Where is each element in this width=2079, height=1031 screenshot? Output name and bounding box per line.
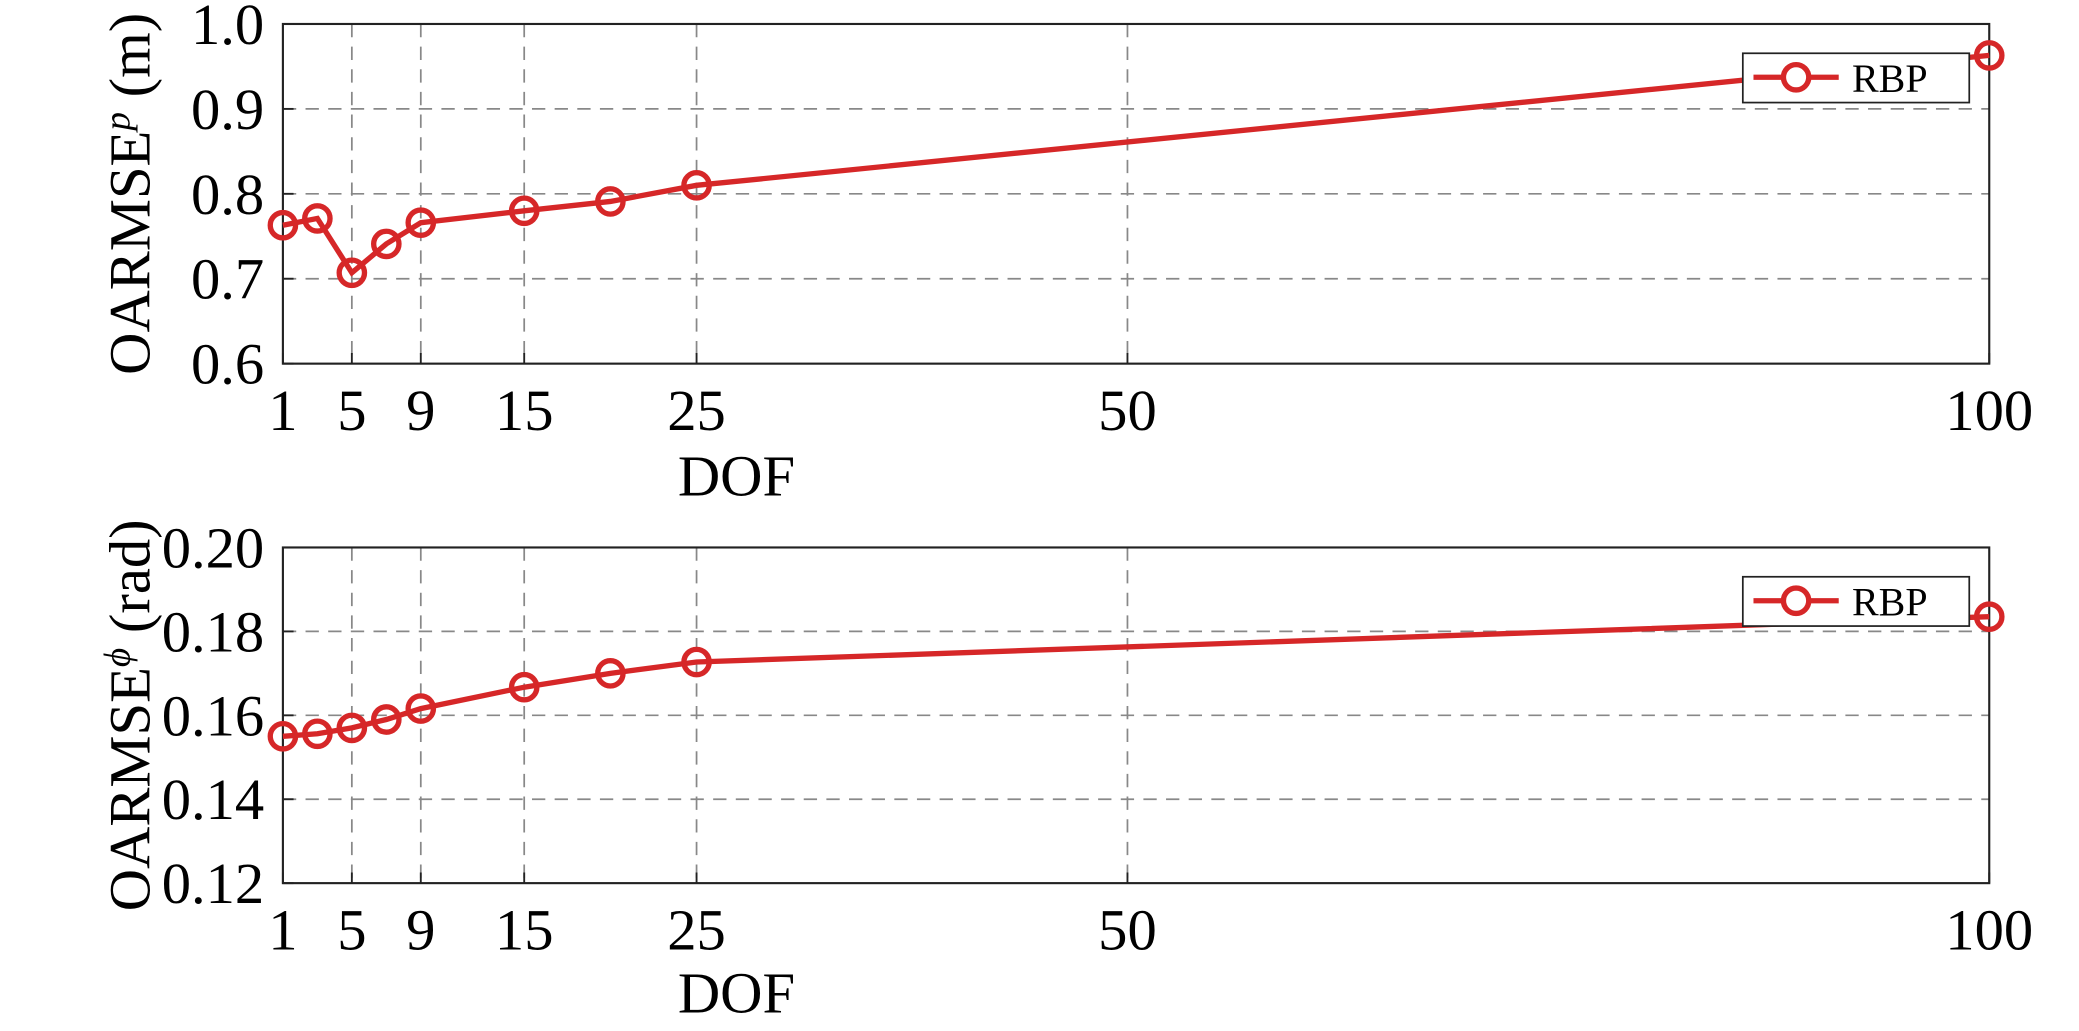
x-tick-label: 50 bbox=[1098, 898, 1157, 963]
legend-marker-swatch bbox=[1780, 585, 1812, 617]
x-tick-label: 9 bbox=[406, 898, 435, 963]
y-tick-label: 0.6 bbox=[191, 332, 264, 397]
legend-label: RBP bbox=[1852, 579, 1928, 624]
series-line bbox=[282, 614, 1990, 739]
x-tick-label: 15 bbox=[495, 378, 554, 443]
data-point bbox=[681, 646, 712, 678]
y-tick-label: 0.12 bbox=[162, 851, 265, 916]
data-point bbox=[681, 170, 712, 201]
x-tick-label: 1 bbox=[268, 898, 297, 963]
data-point bbox=[336, 257, 368, 289]
x-tick-label: 50 bbox=[1098, 378, 1157, 443]
y-tick-label: 0.16 bbox=[162, 683, 265, 748]
data-point bbox=[595, 186, 626, 217]
data-point bbox=[595, 658, 626, 689]
y-tick-label: 0.20 bbox=[162, 515, 265, 580]
y-axis-label-unit: (m) bbox=[98, 13, 163, 112]
y-tick-label: 0.14 bbox=[162, 767, 265, 832]
y-tick-label: 1.0 bbox=[191, 0, 264, 57]
y-axis-label-sup: ϕ bbox=[97, 648, 138, 667]
x-tick-label: 25 bbox=[667, 378, 726, 443]
y-axis-label: OARMSEϕ (rad) bbox=[97, 519, 163, 911]
x-tick-label: 5 bbox=[337, 898, 366, 963]
data-point bbox=[267, 720, 299, 752]
data-point bbox=[302, 203, 333, 234]
x-tick-label: 5 bbox=[337, 378, 366, 443]
data-point bbox=[508, 671, 540, 703]
legend-label: RBP bbox=[1852, 56, 1928, 101]
legend-marker-swatch bbox=[1780, 61, 1812, 93]
data-point bbox=[370, 704, 402, 735]
data-point bbox=[370, 228, 402, 260]
y-tick-label: 0.7 bbox=[191, 247, 264, 312]
chart-panel-2: 1 5 9 15 25 50 1000.120.140.160.180.20DOFOARMS… bbox=[97, 515, 2033, 1025]
data-point bbox=[1973, 601, 2005, 633]
x-axis-label: DOF bbox=[678, 960, 795, 1025]
y-tick-label: 0.9 bbox=[191, 77, 264, 142]
y-axis-label-unit: (rad) bbox=[98, 519, 163, 648]
data-point bbox=[267, 209, 299, 241]
legend: RBP bbox=[1741, 575, 1971, 627]
x-tick-label: 100 bbox=[1945, 378, 2033, 443]
legend: RBP bbox=[1741, 52, 1971, 104]
x-tick-label: 25 bbox=[667, 898, 726, 963]
y-tick-label: 0.8 bbox=[191, 162, 264, 227]
x-tick-label: 9 bbox=[406, 378, 435, 443]
y-axis-label-main: OARMSE bbox=[98, 131, 163, 375]
data-point bbox=[508, 195, 540, 227]
x-tick-label: 15 bbox=[495, 898, 554, 963]
data-point bbox=[405, 693, 437, 724]
data-point bbox=[1973, 40, 2005, 71]
data-point bbox=[405, 207, 437, 239]
series-line bbox=[282, 52, 1990, 277]
x-axis-label: DOF bbox=[678, 444, 795, 509]
y-tick-label: 0.18 bbox=[162, 599, 265, 664]
y-axis-label-sup: p bbox=[97, 112, 138, 134]
x-tick-label: 100 bbox=[1945, 898, 2033, 963]
x-tick-label: 1 bbox=[268, 378, 297, 443]
data-point bbox=[302, 718, 333, 750]
y-axis-label-main: OARMSE bbox=[98, 667, 163, 911]
y-axis-label: OARMSEp (m) bbox=[97, 13, 163, 375]
data-point bbox=[336, 712, 368, 744]
